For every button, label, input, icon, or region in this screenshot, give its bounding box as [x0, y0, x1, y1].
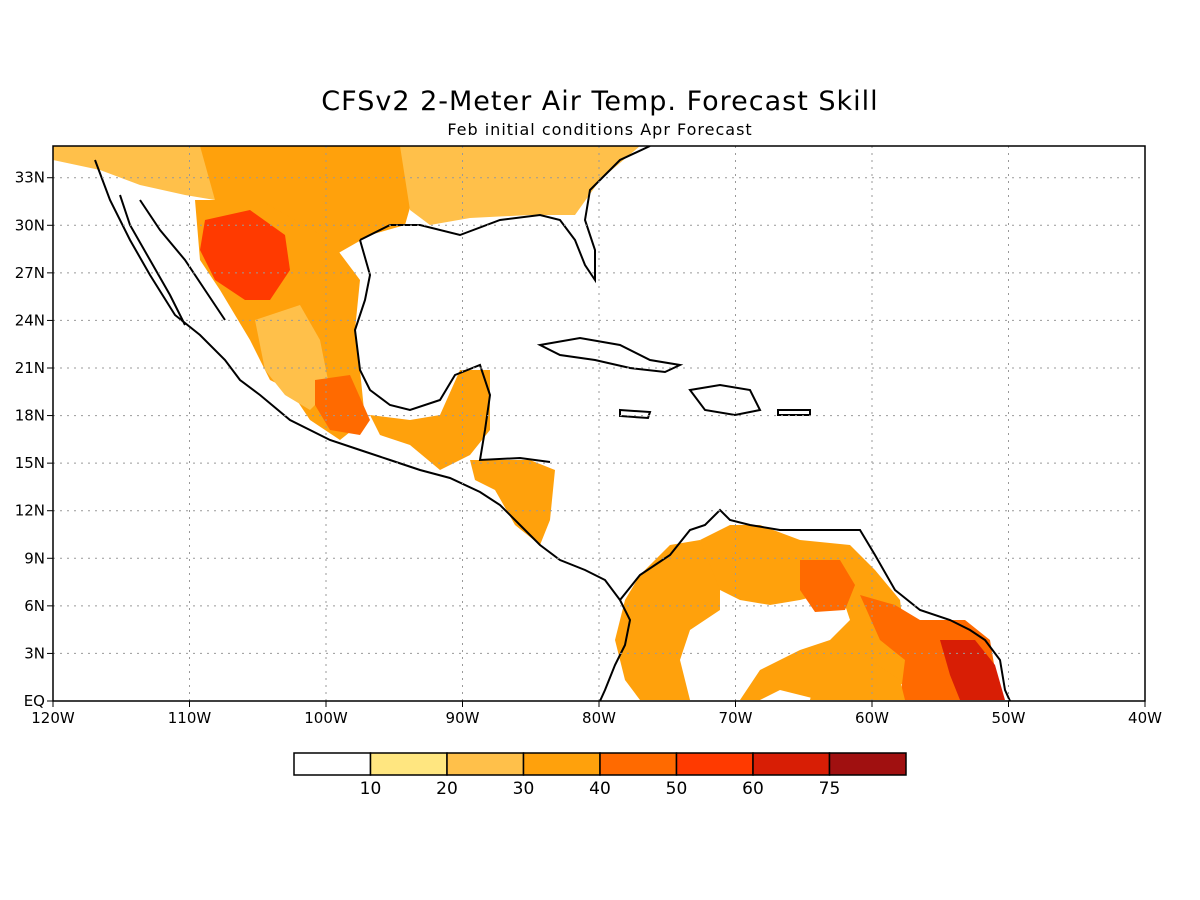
- skill-region-us-southeast: [400, 146, 640, 225]
- coast-south-america-north: [619, 508, 1011, 701]
- x-tick-label: 100W: [304, 709, 348, 727]
- x-tick-label: 110W: [168, 709, 212, 727]
- y-tick-label: 9N: [24, 549, 45, 567]
- skill-region-us-south-central: [200, 146, 415, 255]
- colorbar-label: 20: [436, 779, 458, 799]
- x-axis: 120W 110W 100W 90W 80W 70W 60W 50W 40W: [31, 701, 1162, 727]
- colorbar-label: 75: [819, 779, 841, 799]
- y-tick-label: 18N: [15, 407, 45, 425]
- colorbar-label: 10: [360, 779, 382, 799]
- x-tick-label: 50W: [992, 709, 1026, 727]
- x-tick-label: 60W: [855, 709, 889, 727]
- colorbar-label: 30: [513, 779, 535, 799]
- grid-lines: [53, 146, 1145, 701]
- colorbar-label: 60: [742, 779, 764, 799]
- chart-subtitle: Feb initial conditions Apr Forecast: [447, 120, 753, 139]
- y-tick-label: 12N: [15, 502, 45, 520]
- coast-baja: [119, 194, 186, 326]
- skill-region-northern-brazil: [810, 660, 905, 700]
- colorbar-swatch: [446, 752, 525, 776]
- skill-region-central-mexico: [255, 305, 330, 410]
- skill-region-northwest-mexico-core: [200, 210, 290, 300]
- skill-region-venezuela-east-core: [800, 560, 855, 612]
- x-tick-label: 70W: [719, 709, 753, 727]
- coast-puerto-rico: [777, 409, 811, 416]
- colorbar-label: 40: [589, 779, 611, 799]
- chart-title: CFSv2 2-Meter Air Temp. Forecast Skill: [321, 86, 879, 117]
- x-tick-label: 40W: [1128, 709, 1162, 727]
- skill-region-guatemala: [370, 370, 490, 470]
- colorbar-swatch: [675, 752, 754, 776]
- coast-gulf-mexico: [353, 239, 551, 463]
- coastline-layer: [94, 146, 1011, 701]
- colorbar-swatch: [369, 752, 448, 776]
- skill-region-honduras-nicaragua: [470, 460, 555, 545]
- y-tick-label: 3N: [24, 644, 45, 662]
- y-tick-label: 33N: [15, 169, 45, 187]
- y-tick-label: EQ: [24, 692, 45, 710]
- colorbar-swatch: [522, 752, 601, 776]
- colorbar-swatch: [599, 752, 678, 776]
- colorbar-swatch: [828, 752, 907, 776]
- skill-region-colombia-west: [615, 540, 720, 700]
- x-tick-label: 120W: [31, 709, 75, 727]
- colorbar-label: 50: [666, 779, 688, 799]
- coast-us-gulf: [359, 146, 651, 284]
- coast-pacific-mexico: [94, 159, 632, 701]
- y-tick-label: 6N: [24, 597, 45, 615]
- y-tick-label: 30N: [15, 216, 45, 234]
- skill-field-layer: [53, 146, 1005, 700]
- skill-region-venezuela: [700, 525, 910, 700]
- skill-region-amapa: [940, 640, 1005, 700]
- y-axis: EQ 3N 6N 9N 12N 15N 18N 21N 24N 27N 30N 33N: [15, 169, 53, 710]
- colorbar-swatch: [752, 752, 831, 776]
- y-tick-label: 15N: [15, 454, 45, 472]
- coast-hispaniola: [688, 383, 762, 417]
- y-tick-label: 24N: [15, 311, 45, 329]
- coast-jamaica: [619, 408, 652, 420]
- y-tick-label: 21N: [15, 359, 45, 377]
- y-tick-label: 27N: [15, 264, 45, 282]
- skill-region-south-mexico: [315, 375, 370, 435]
- coast-cuba: [536, 336, 684, 374]
- x-tick-label: 90W: [446, 709, 480, 727]
- coast-gulf-of-california: [139, 199, 226, 321]
- colorbar: 10 20 30 40 50 60 75: [293, 752, 907, 799]
- colorbar-swatch: [293, 752, 372, 776]
- x-tick-label: 80W: [582, 709, 616, 727]
